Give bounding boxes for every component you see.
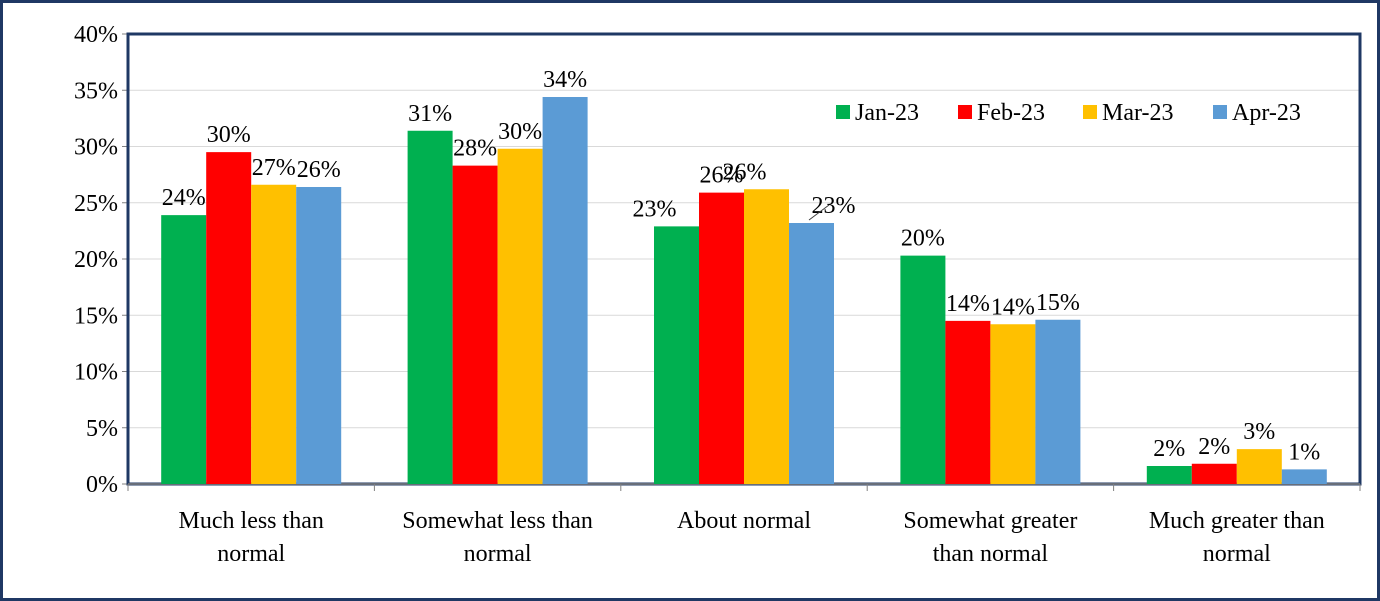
legend-label-apr-23: Apr-23 — [1232, 100, 1301, 126]
data-label: 24% — [162, 185, 206, 211]
bar-mar-23 — [1236, 449, 1282, 484]
bar-apr-23 — [296, 187, 342, 484]
data-label: 15% — [1036, 290, 1080, 316]
category-label: Much greater than — [1149, 508, 1325, 534]
legend-label-mar-23: Mar-23 — [1102, 100, 1174, 126]
data-label: 34% — [543, 67, 587, 93]
category-label: Much less than — [179, 508, 324, 534]
bar-jan-23 — [900, 255, 946, 484]
bar-feb-23 — [945, 320, 991, 484]
category-label: normal — [1203, 541, 1271, 567]
category-label: than normal — [933, 541, 1049, 567]
y-tick-label: 10% — [74, 360, 118, 386]
bar-jan-23 — [1146, 466, 1192, 484]
data-label: 30% — [498, 119, 542, 145]
category-label: normal — [464, 541, 532, 567]
data-label: 31% — [408, 101, 452, 127]
bar-feb-23 — [699, 192, 744, 484]
bar-feb-23 — [1191, 463, 1237, 484]
data-label: 30% — [207, 122, 251, 148]
legend-swatch-jan-23 — [836, 105, 850, 119]
legend-swatch-apr-23 — [1213, 105, 1227, 119]
legend-label-feb-23: Feb-23 — [977, 100, 1045, 126]
legend-swatch-mar-23 — [1083, 105, 1097, 119]
y-tick-label: 40% — [74, 22, 118, 48]
data-label: 26% — [723, 159, 767, 185]
data-label: 28% — [453, 136, 497, 162]
data-label: 3% — [1243, 419, 1275, 445]
y-tick-label: 0% — [86, 472, 118, 498]
bar-jan-23 — [161, 215, 207, 484]
bar-apr-23 — [1035, 319, 1081, 484]
bar-mar-23 — [251, 184, 297, 484]
bar-mar-23 — [990, 324, 1036, 484]
data-label: 27% — [252, 155, 296, 181]
y-tick-label: 5% — [86, 416, 118, 442]
legend-swatch-feb-23 — [958, 105, 972, 119]
bar-apr-23 — [1281, 469, 1327, 484]
bar-mar-23 — [497, 148, 543, 484]
data-label: 20% — [901, 226, 945, 252]
category-label: Somewhat greater — [903, 508, 1077, 534]
data-label: 23% — [812, 193, 856, 219]
data-label: 23% — [633, 196, 677, 222]
data-label: 2% — [1153, 436, 1185, 462]
bar-apr-23 — [789, 223, 834, 484]
bar-jan-23 — [407, 130, 453, 484]
bar-feb-23 — [452, 165, 498, 484]
category-label: Somewhat less than — [402, 508, 593, 534]
bar-jan-23 — [654, 226, 699, 484]
bar-mar-23 — [744, 189, 789, 484]
data-label: 14% — [946, 291, 990, 317]
y-tick-label: 25% — [74, 191, 118, 217]
bar-feb-23 — [206, 152, 252, 484]
legend-label-jan-23: Jan-23 — [855, 100, 919, 126]
y-tick-label: 30% — [74, 135, 118, 161]
data-label: 26% — [700, 163, 744, 189]
data-label: 2% — [1198, 434, 1230, 460]
data-label: 1% — [1288, 439, 1320, 465]
y-tick-label: 35% — [74, 78, 118, 104]
category-label: About normal — [677, 508, 811, 534]
data-label: 14% — [991, 294, 1035, 320]
y-tick-label: 15% — [74, 303, 118, 329]
bar-apr-23 — [542, 97, 588, 484]
y-tick-label: 20% — [74, 247, 118, 273]
leader-line — [808, 204, 830, 221]
category-label: normal — [217, 541, 285, 567]
data-label: 26% — [297, 157, 341, 183]
bar-chart: 0%5%10%15%20%25%30%35%40%24%30%27% 26%31%… — [74, 22, 1362, 567]
